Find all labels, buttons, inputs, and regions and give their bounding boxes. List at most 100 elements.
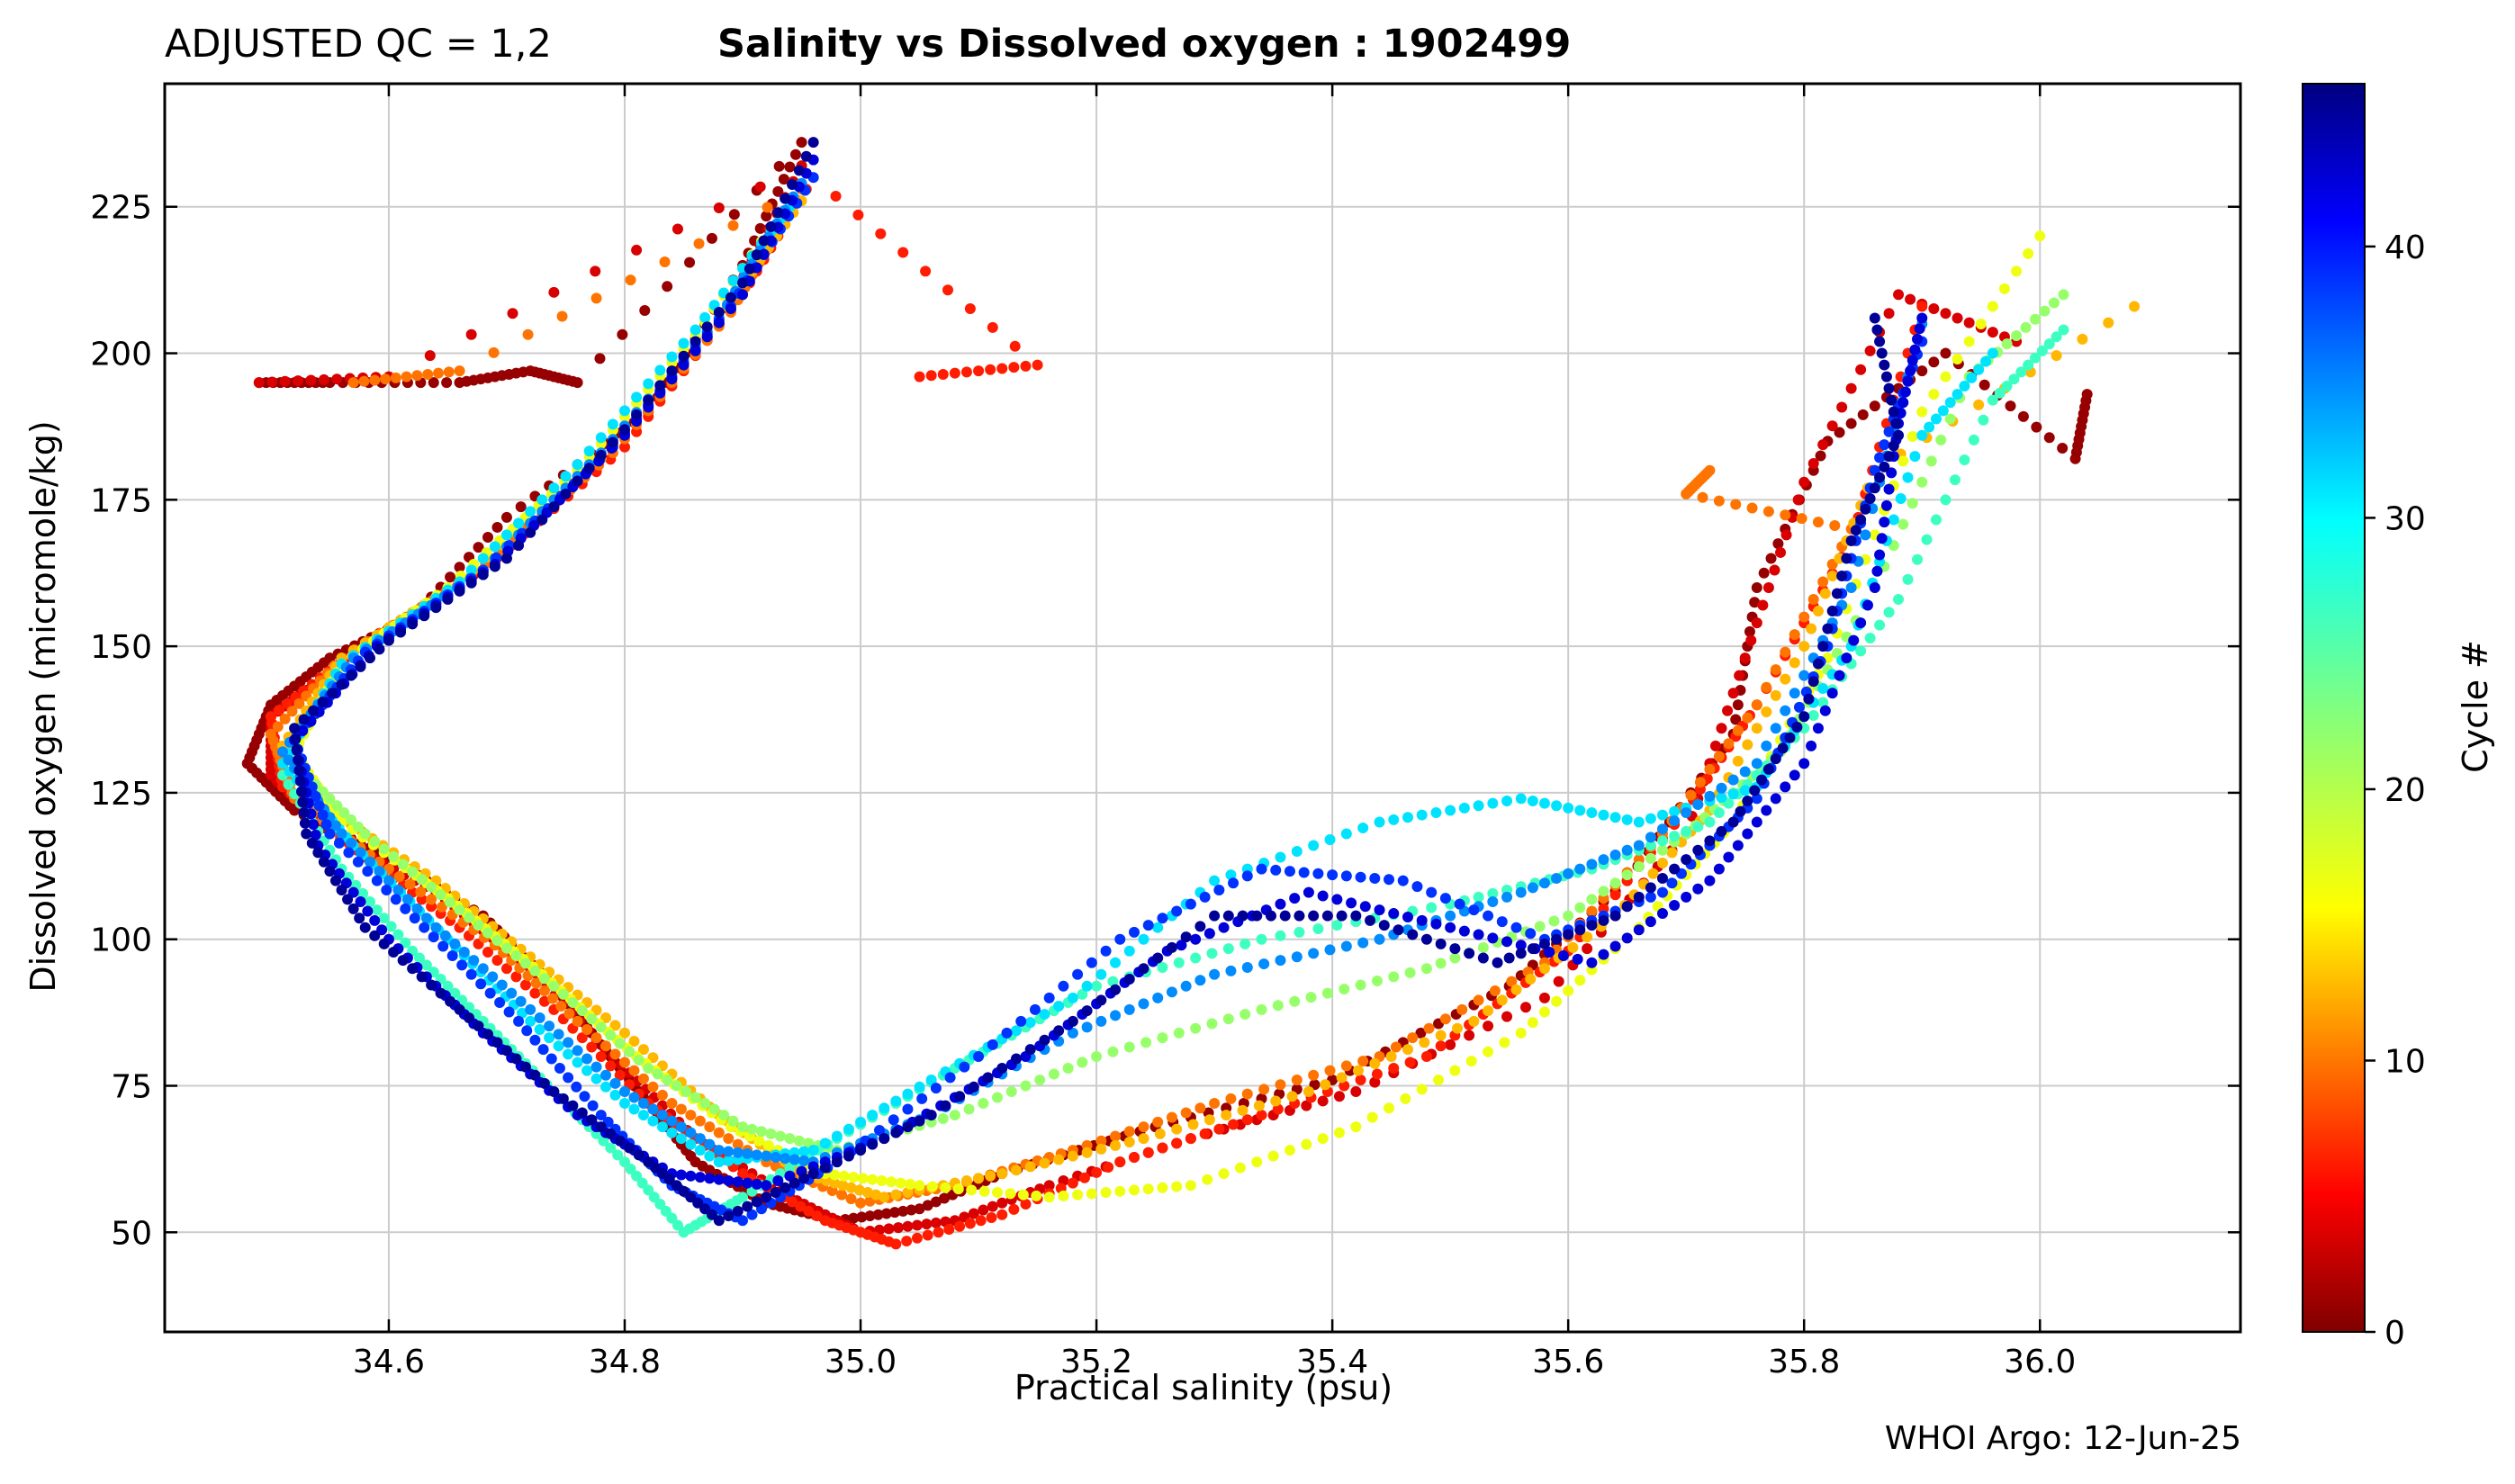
- data-point: [890, 1127, 902, 1138]
- data-point: [902, 1220, 914, 1232]
- data-point: [538, 995, 550, 1007]
- data-point: [793, 165, 805, 176]
- data-point: [464, 1012, 475, 1023]
- data-point: [2011, 330, 2023, 342]
- data-point: [761, 1180, 772, 1192]
- data-point: [784, 1133, 796, 1145]
- data-point: [1914, 323, 1925, 335]
- data-point: [742, 1177, 753, 1189]
- data-point: [713, 1174, 725, 1185]
- data-point: [381, 885, 392, 896]
- data-point: [1024, 1044, 1036, 1056]
- data-point: [986, 1212, 997, 1224]
- data-point: [964, 1218, 976, 1229]
- data-point: [1053, 1154, 1065, 1165]
- data-point: [1692, 798, 1704, 810]
- data-point: [1426, 886, 1438, 898]
- data-point: [1176, 940, 1187, 951]
- data-point: [996, 1209, 1008, 1220]
- data-point: [1171, 1138, 1183, 1149]
- data-point: [2020, 321, 2032, 333]
- data-point: [1826, 688, 1838, 699]
- data-point: [662, 1074, 673, 1085]
- y-tick-label: 75: [111, 1069, 152, 1106]
- data-point: [959, 1061, 970, 1073]
- data-point: [879, 1133, 890, 1145]
- data-point: [1723, 738, 1735, 750]
- data-point: [922, 1229, 933, 1241]
- data-point: [713, 317, 725, 328]
- data-point: [1324, 1065, 1336, 1076]
- data-point: [317, 696, 329, 707]
- data-point: [1772, 538, 1784, 550]
- data-point: [875, 228, 887, 239]
- data-point: [1081, 1021, 1093, 1033]
- data-point: [548, 286, 560, 298]
- data-point: [572, 475, 583, 487]
- data-point: [1110, 1010, 1122, 1021]
- data-point: [643, 394, 654, 406]
- data-point: [1963, 317, 1975, 328]
- data-point: [477, 963, 489, 975]
- data-point: [911, 1232, 923, 1244]
- data-point: [1727, 688, 1739, 699]
- data-point: [930, 1196, 942, 1208]
- colorbar-tick-label: 40: [2384, 229, 2426, 266]
- data-point: [920, 265, 932, 277]
- data-point: [1907, 431, 1918, 443]
- data-point: [1072, 1189, 1084, 1201]
- data-point: [324, 793, 336, 805]
- data-point: [1222, 1013, 1234, 1025]
- data-point: [1952, 312, 1963, 324]
- y-axis-label: Dissolved oxygen (micromole/kg): [23, 420, 63, 993]
- data-point: [488, 346, 500, 358]
- data-point: [787, 1196, 798, 1208]
- data-point: [464, 912, 475, 923]
- data-point: [2001, 338, 2013, 350]
- data-point: [1129, 926, 1140, 938]
- data-point: [272, 721, 284, 733]
- data-point: [494, 997, 506, 1009]
- data-point: [371, 904, 383, 916]
- data-point: [737, 1192, 749, 1203]
- data-point: [500, 511, 512, 523]
- data-point: [1340, 870, 1352, 882]
- data-point: [690, 1092, 701, 1103]
- data-point: [556, 310, 568, 322]
- data-point: [442, 980, 454, 992]
- data-point: [1826, 606, 1838, 617]
- data-point: [628, 1103, 640, 1115]
- data-point: [439, 930, 451, 941]
- data-point: [507, 308, 518, 319]
- data-point: [987, 321, 998, 333]
- data-point: [1538, 992, 1550, 1003]
- data-point: [538, 973, 550, 985]
- data-point: [378, 913, 390, 924]
- data-point: [1202, 1174, 1213, 1185]
- data-point: [1899, 386, 1911, 398]
- data-point: [1864, 493, 1876, 505]
- data-point: [659, 256, 671, 267]
- data-point: [1749, 785, 1761, 796]
- data-point: [1515, 948, 1527, 959]
- data-point: [1445, 805, 1456, 816]
- data-point: [385, 921, 397, 932]
- data-point: [1869, 312, 1880, 324]
- data-point: [586, 1041, 598, 1053]
- data-point: [954, 1091, 966, 1102]
- data-point: [770, 1187, 781, 1199]
- data-point: [1209, 1098, 1221, 1110]
- data-point: [914, 1081, 925, 1093]
- data-point: [926, 1181, 938, 1192]
- data-point: [530, 977, 542, 989]
- data-point: [484, 987, 496, 999]
- data-point: [1762, 763, 1774, 775]
- data-point: [742, 1148, 753, 1160]
- data-point: [713, 1215, 725, 1227]
- data-point: [1173, 957, 1185, 968]
- data-point: [855, 1116, 867, 1128]
- colorbar-tick-label: 10: [2384, 1043, 2426, 1080]
- data-point: [718, 1110, 730, 1121]
- data-point: [1275, 930, 1286, 941]
- data-point: [1871, 324, 1883, 336]
